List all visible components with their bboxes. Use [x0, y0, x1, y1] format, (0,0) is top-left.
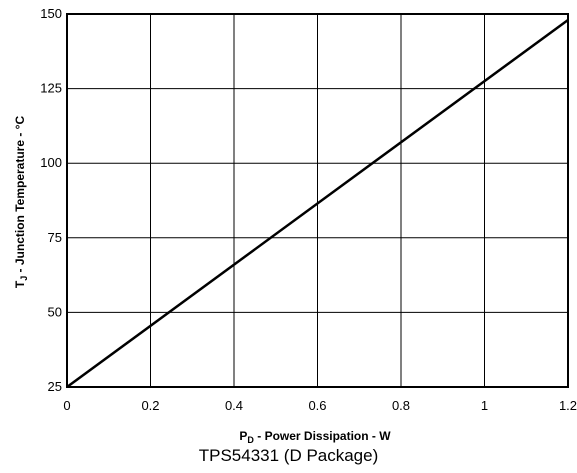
- plot-frame: [66, 13, 569, 388]
- x-axis-label-suffix: - Power Dissipation - W: [254, 429, 391, 443]
- x-tick-label: 1: [481, 398, 488, 413]
- x-tick-label: 0.2: [141, 398, 159, 413]
- x-tick-label: 1.2: [559, 398, 577, 413]
- x-tick-label: 0.6: [308, 398, 326, 413]
- chart-caption: TPS54331 (D Package): [198, 446, 379, 465]
- y-tick-label: 25: [48, 379, 62, 394]
- x-tick-label: 0: [63, 398, 70, 413]
- x-axis-label-subscript: D: [247, 435, 254, 445]
- y-tick-label: 75: [48, 230, 62, 245]
- y-axis-label-suffix: - Junction Temperature - °C: [13, 116, 27, 276]
- y-axis-label-prefix: T: [13, 280, 27, 288]
- y-axis-label-subscript: J: [19, 276, 29, 281]
- y-tick-label: 100: [40, 155, 62, 170]
- x-axis-label: PD - Power Dissipation - W: [239, 429, 391, 445]
- series-line: [66, 18, 569, 389]
- x-tick-label: 0.8: [392, 398, 410, 413]
- y-tick-label: 125: [40, 81, 62, 96]
- y-tick-label: 50: [48, 304, 62, 319]
- x-tick-label: 0.4: [225, 398, 243, 413]
- y-tick-labels: 25 50 75 100 125 150: [40, 6, 62, 394]
- series-layer: [66, 18, 569, 389]
- x-axis-label-prefix: P: [239, 429, 247, 443]
- y-tick-label: 150: [40, 6, 62, 21]
- x-tick-labels: 0 0.2 0.4 0.6 0.8 1 1.2: [63, 398, 577, 413]
- y-axis-label: TJ - Junction Temperature - °C: [13, 116, 29, 289]
